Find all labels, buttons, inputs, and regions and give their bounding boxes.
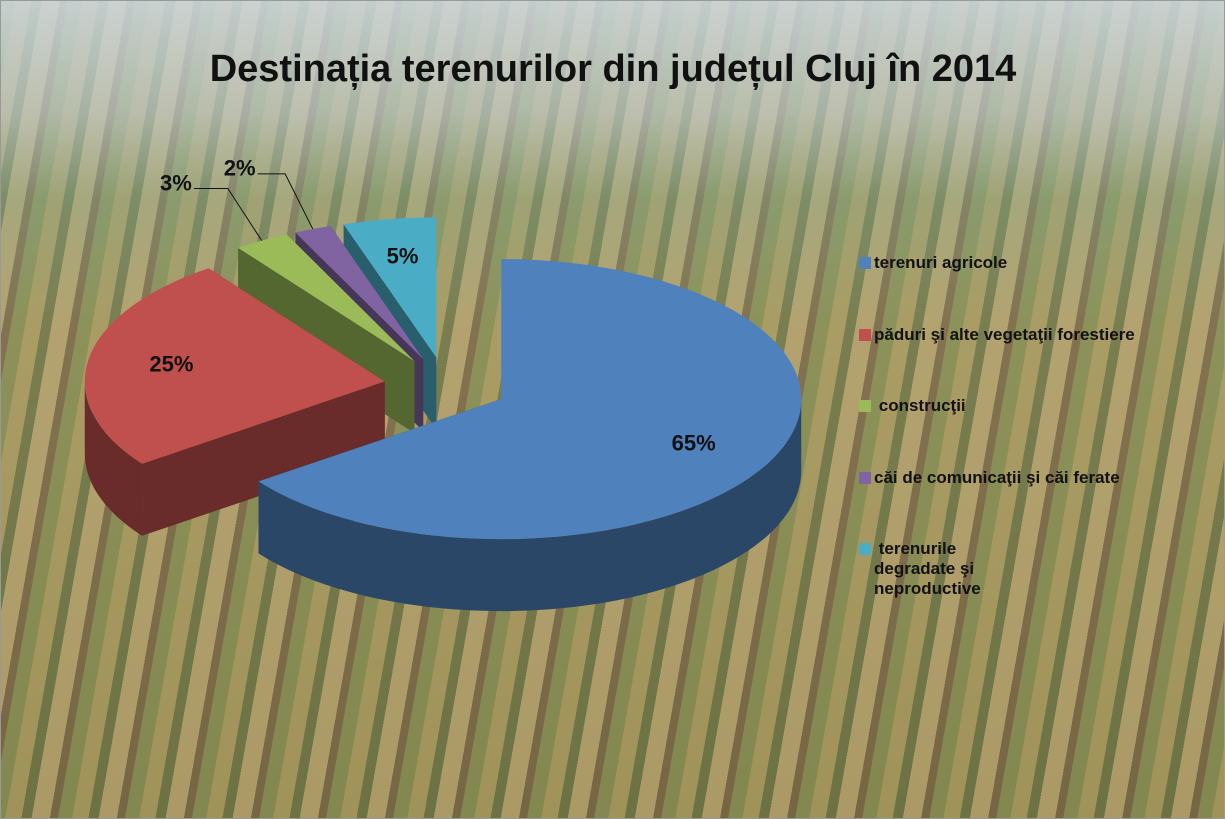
legend-label: căi de comunicaţii şi căi ferate: [874, 468, 1214, 488]
legend-swatch: [859, 543, 871, 555]
leader-line: [258, 174, 313, 229]
legend-item: construcţii: [859, 396, 1214, 416]
legend-label: terenuri agricole: [874, 253, 1214, 273]
leader-line: [194, 188, 262, 240]
data-label: 65%: [672, 431, 716, 456]
legend-item: terenuri agricole: [859, 253, 1214, 273]
legend-swatch: [859, 400, 871, 412]
data-label: 5%: [387, 244, 419, 269]
data-label: 25%: [149, 352, 193, 377]
legend-item: terenurile degradate şi neproductive: [859, 539, 1034, 599]
slide: Destinația terenurilor din județul Cluj …: [0, 0, 1225, 819]
legend-label: păduri şi alte vegetaţii forestiere: [874, 325, 1214, 345]
chart-title: Destinația terenurilor din județul Cluj …: [210, 48, 1017, 90]
legend-swatch: [859, 257, 871, 269]
legend-item: căi de comunicaţii şi căi ferate: [859, 468, 1214, 488]
legend-swatch: [859, 472, 871, 484]
data-label: 2%: [224, 156, 256, 181]
legend-label: construcţii: [874, 396, 1214, 416]
legend-swatch: [859, 329, 871, 341]
data-label: 3%: [160, 170, 192, 195]
legend-label: terenurile degradate şi neproductive: [874, 539, 1034, 599]
legend-item: păduri şi alte vegetaţii forestiere: [859, 325, 1214, 345]
